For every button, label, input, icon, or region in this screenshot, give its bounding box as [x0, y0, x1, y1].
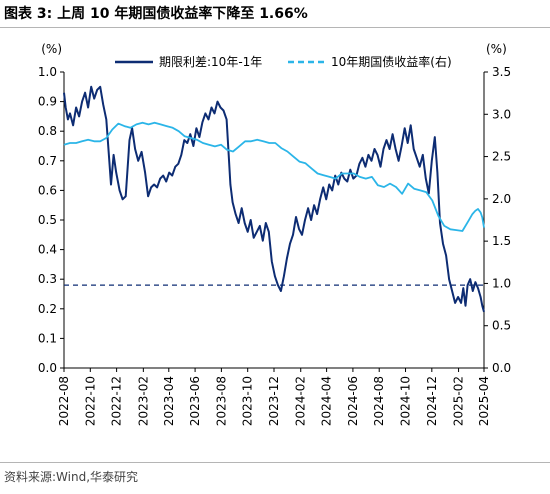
x-tick-label: 2022-12 — [110, 376, 124, 426]
x-tick-label: 2025-04 — [477, 376, 491, 426]
left-tick-label: 0.7 — [38, 154, 57, 168]
right-tick-label: 2.5 — [492, 150, 511, 164]
x-tick-label: 2024-10 — [399, 376, 413, 426]
left-tick-label: 1.0 — [38, 65, 57, 79]
x-tick-label: 2022-10 — [83, 376, 97, 426]
right-tick-label: 3.0 — [492, 107, 511, 121]
series-line-term-spread — [63, 85, 485, 313]
left-axis-unit: (%) — [41, 42, 62, 56]
svg-text:(%): (%) — [41, 42, 62, 56]
chart-legend: 期限利差:10年-1年 10年期国债收益率(右) — [115, 54, 452, 69]
svg-text:(%): (%) — [486, 42, 507, 56]
right-tick-label: 1.5 — [492, 234, 511, 248]
x-tick-label: 2023-06 — [188, 376, 202, 426]
left-tick-label: 0.9 — [38, 95, 57, 109]
left-tick-label: 0.8 — [38, 124, 57, 138]
left-tick-label: 0.4 — [38, 243, 57, 257]
x-tick-label: 2023-10 — [241, 376, 255, 426]
right-tick-label: 0.0 — [492, 361, 511, 375]
right-tick-label: 0.5 — [492, 319, 511, 333]
legend-label-10y-yield: 10年期国债收益率(右) — [331, 54, 452, 69]
legend-label-term-spread: 期限利差:10年-1年 — [159, 55, 262, 69]
header-divider — [0, 27, 550, 28]
plot-area — [63, 85, 485, 313]
chart-axes: 0.0 0.1 0.2 0.3 0.4 0.5 0.6 0.7 0.8 0.9 1.0 0.0 0.5 1… — [38, 65, 511, 426]
source-note: 资料来源:Wind,华泰研究 — [4, 470, 139, 484]
x-tick-label: 2023-08 — [214, 376, 228, 426]
right-tick-label: 2.0 — [492, 192, 511, 206]
left-tick-label: 0.5 — [38, 213, 57, 227]
footer-divider — [0, 462, 550, 463]
series-line-10y-yield — [63, 121, 485, 232]
left-tick-label: 0.6 — [38, 183, 57, 197]
x-tick-label: 2024-04 — [320, 376, 334, 426]
left-tick-label: 0.2 — [38, 302, 57, 316]
x-tick-label: 2024-02 — [294, 376, 308, 426]
right-axis-unit: (%) — [486, 42, 507, 56]
x-tick-label: 2025-02 — [452, 376, 466, 426]
right-tick-label: 1.0 — [492, 276, 511, 290]
left-tick-label: 0.1 — [38, 331, 57, 345]
chart-area: (%) (%) 期限利差:10年-1年 10年期国债收益率(右) 0.00.10… — [38, 42, 511, 426]
x-tick-label: 2023-04 — [162, 376, 176, 426]
left-tick-label: 0.3 — [38, 272, 57, 286]
x-tick-label: 2024-12 — [425, 376, 439, 426]
chart-header: 图表 3: 上周 10 年期国债收益率下降至 1.66% — [0, 0, 550, 24]
chart-title: 图表 3: 上周 10 年期国债收益率下降至 1.66% — [4, 6, 308, 22]
x-tick-label: 2024-06 — [346, 376, 360, 426]
x-tick-label: 2023-02 — [136, 376, 150, 426]
right-tick-label: 3.5 — [492, 65, 511, 79]
x-tick-label: 2024-08 — [372, 376, 386, 426]
left-tick-label: 0.0 — [38, 361, 57, 375]
x-tick-label: 2022-08 — [57, 376, 71, 426]
x-tick-label: 2023-12 — [267, 376, 281, 426]
